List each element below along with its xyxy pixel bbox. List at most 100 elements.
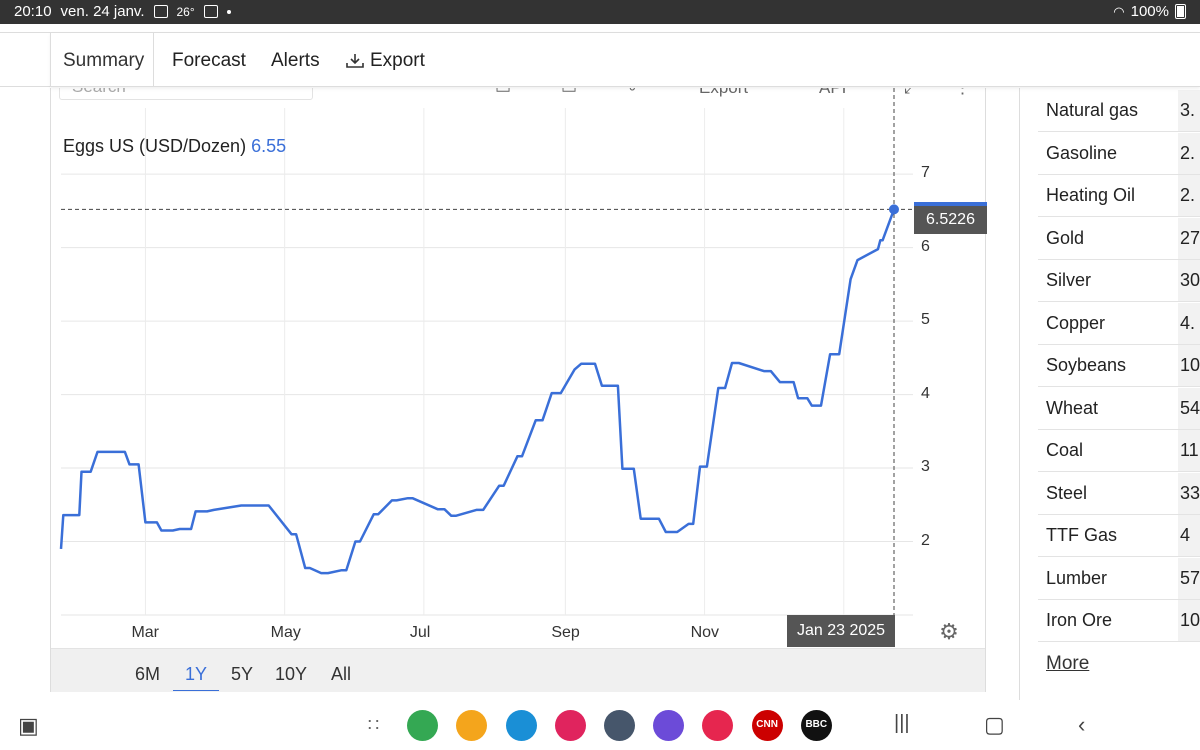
y-tick-label: 3 (921, 458, 930, 476)
compare-icon[interactable]: ▭ (495, 88, 511, 98)
chart-settings-icon[interactable]: ⚙ (939, 619, 959, 644)
commodities-panel: Natural gas 3. Gasoline 2. Heating Oil 2. Gold… (1019, 88, 1200, 700)
more-options-icon[interactable]: ⋮ (954, 88, 971, 98)
chart-toolbar: Search ⌃ ▭ ▭ ∘ Export API ⤢ ⋮ (59, 88, 979, 102)
commodity-value: 4 (1178, 515, 1200, 556)
range-6m[interactable]: 6M (135, 664, 161, 684)
commodity-name: Wheat (1046, 397, 1099, 418)
internet-icon[interactable] (653, 710, 685, 741)
commodity-value: 30 (1178, 260, 1200, 301)
status-bar: 20:10 ven. 24 janv. 26° ◠ 100% (0, 0, 1200, 24)
tab-forecast[interactable]: Forecast (172, 50, 246, 71)
files-icon[interactable] (456, 710, 488, 741)
commodity-row[interactable]: Natural gas 3. (1038, 90, 1200, 132)
tab-divider (153, 33, 154, 87)
more-link[interactable]: More (1046, 653, 1090, 674)
commodity-row[interactable]: Gold 27 (1038, 217, 1200, 260)
api-button[interactable]: API (819, 88, 846, 98)
home-icon[interactable]: ▢ (984, 712, 1005, 737)
y-tick-label: 7 (921, 164, 930, 182)
navigation-bar: ▣ ∷ CNN BBC ||| ▢ ‹ (0, 700, 1200, 750)
gallery-icon[interactable] (554, 710, 586, 741)
recent-apps-icon[interactable]: ||| (894, 712, 910, 734)
commodity-row[interactable]: Copper 4. (1038, 302, 1200, 345)
commodity-name: Iron Ore (1046, 610, 1113, 630)
x-tick-label: Mar (131, 624, 159, 641)
y-tick-label: 5 (921, 311, 930, 329)
commodity-name: Gasoline (1046, 142, 1118, 163)
app-grid-icon[interactable]: ∷ (367, 715, 380, 735)
fullscreen-icon[interactable]: ⤢ (904, 88, 918, 98)
app-label: BBC (805, 719, 828, 730)
tab-export[interactable]: Export (345, 50, 425, 72)
tab-summary[interactable]: Summary (63, 50, 145, 71)
commodity-name: Steel (1046, 482, 1088, 503)
commodity-name: Copper (1046, 312, 1106, 333)
screen-recorder-icon[interactable]: ▣ (18, 713, 39, 738)
wifi-icon: ◠ (1113, 3, 1125, 19)
commodity-value: 4. (1178, 302, 1200, 344)
commodity-value: 11 (1178, 430, 1200, 471)
x-tick-label: May (270, 624, 301, 641)
commodity-row[interactable]: Iron Ore 10 (1038, 600, 1200, 642)
commodity-value: 10 (1178, 600, 1200, 641)
commodity-value: 33 (1178, 472, 1200, 514)
settings-icon[interactable] (604, 710, 635, 741)
price-badge: 6.5226 (914, 202, 987, 234)
range-1y[interactable]: 1Y (172, 664, 220, 691)
camera-icon[interactable] (702, 710, 734, 741)
status-time: 20:10 (14, 3, 52, 20)
bbc-icon[interactable]: BBC (800, 710, 832, 741)
search-input[interactable]: Search (59, 88, 313, 100)
crosshair-date-badge: Jan 23 2025 (787, 615, 895, 647)
draw-icon[interactable]: ∘ (627, 88, 638, 98)
range-all[interactable]: All (331, 664, 352, 684)
chart-type-icon[interactable]: ⌃ (349, 88, 363, 98)
price-chart[interactable] (51, 88, 985, 648)
commodity-name: Coal (1046, 440, 1084, 460)
commodity-row[interactable]: Wheat 54 (1038, 387, 1200, 430)
chart-export-button[interactable]: Export (699, 88, 748, 98)
commodity-name: Lumber (1046, 567, 1108, 588)
store-icon[interactable] (505, 710, 537, 741)
back-icon[interactable]: ‹ (1078, 712, 1086, 737)
maps-icon[interactable] (407, 710, 439, 741)
battery-level: 100% (1130, 3, 1169, 20)
status-temperature: 26° (176, 4, 195, 19)
range-10y[interactable]: 10Y (275, 664, 308, 684)
tab-alerts[interactable]: Alerts (271, 50, 320, 71)
commodity-row[interactable]: Silver 30 (1038, 260, 1200, 302)
commodity-row[interactable]: Coal 11 (1038, 430, 1200, 472)
commodity-value: 2. (1178, 132, 1200, 174)
commodity-row[interactable]: Lumber 57 (1038, 557, 1200, 600)
export-label: Export (370, 50, 425, 71)
chart-title: Eggs US (USD/Dozen) 6.55 (63, 136, 286, 157)
cnn-icon[interactable]: CNN (751, 710, 783, 741)
x-tick-label: Sep (551, 624, 580, 641)
commodity-name: Silver (1046, 270, 1092, 290)
commodity-row[interactable]: TTF Gas 4 (1038, 515, 1200, 557)
status-date: ven. 24 janv. (60, 3, 145, 20)
notification-icon (203, 5, 218, 18)
battery-icon (1175, 4, 1186, 19)
y-tick-label: 2 (921, 531, 930, 549)
chart-card: Search ⌃ ▭ ▭ ∘ Export API ⤢ ⋮ Eggs US (U… (50, 88, 987, 692)
download-icon (346, 54, 364, 68)
tab-bar: Summary Forecast Alerts Export (50, 32, 1200, 87)
commodity-value: 10 (1178, 345, 1200, 386)
range-5y[interactable]: 5Y (231, 664, 254, 684)
chart-title-text: Eggs US (USD/Dozen) (63, 136, 247, 156)
range-selector: 6M 1Y 5Y 10Y All (51, 648, 985, 692)
commodity-row[interactable]: Steel 33 (1038, 472, 1200, 515)
commodity-row[interactable]: Gasoline 2. (1038, 132, 1200, 175)
tabs-left-margin (0, 32, 50, 87)
commodity-name: TTF Gas (1046, 525, 1117, 545)
series-line (59, 208, 896, 575)
commodity-value: 2. (1178, 175, 1200, 216)
commodity-row[interactable]: Soybeans 10 (1038, 345, 1200, 387)
more-notifications-icon (226, 9, 231, 14)
indicator-icon[interactable]: ▭ (561, 88, 577, 98)
commodity-value: 57 (1178, 557, 1200, 599)
commodity-row[interactable]: Heating Oil 2. (1038, 175, 1200, 217)
